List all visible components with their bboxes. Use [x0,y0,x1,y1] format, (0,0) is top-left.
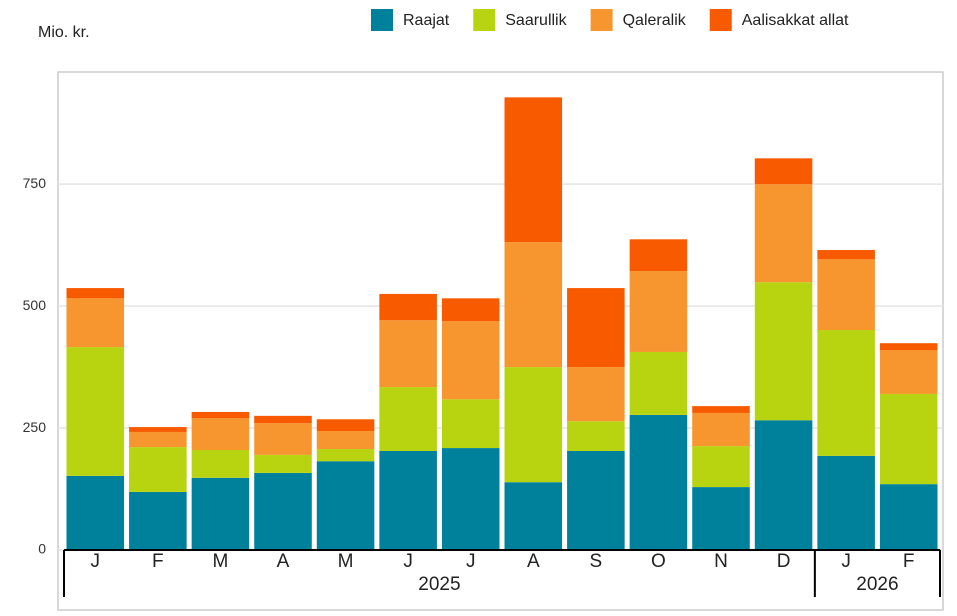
bar-segment [754,158,813,185]
bar-segment [567,288,625,368]
bar-segment [66,288,125,299]
x-tick-label: J [91,551,101,572]
legend-swatch [473,9,496,31]
bar-segment [379,293,437,321]
bar-segment [567,450,625,550]
bar-segment [754,420,813,550]
bar-segment [254,454,312,473]
bar-segment [441,321,500,400]
x-tick-label: N [714,551,728,572]
bar-segment [879,350,938,394]
bar-segment [191,477,250,550]
bar-segment [817,455,875,550]
x-tick-label: D [777,551,791,572]
x-group-label: 2026 [856,574,898,595]
bar-segment [254,415,312,424]
y-tick-label: 750 [23,175,47,191]
bar-segment [879,343,938,351]
legend-swatch [371,9,393,31]
bar-segment [567,421,625,451]
bar-segment [129,491,187,550]
x-group-label: 2025 [418,574,460,595]
bar-segment [504,97,563,243]
legend-swatch [709,9,732,31]
bar-segment [129,447,187,492]
bar-segment [316,461,375,550]
y-tick-label: 250 [23,419,47,435]
x-tick-label: J [841,551,851,572]
bar-segment [379,387,437,451]
bar-segment [129,431,187,448]
x-tick-label: O [651,551,666,572]
bar-segment [129,427,187,432]
bar-segment [754,282,813,421]
plot-frame [57,71,944,611]
bar-segment [441,448,500,550]
bar-segment [817,250,875,260]
bar-segment [817,330,875,456]
bar-segment [754,184,813,283]
bar-segment [191,418,250,451]
legend-label: Aalisakkat allat [742,12,849,29]
bar-segment [692,412,750,447]
bar-segment [66,298,125,348]
bar-segment [441,399,500,449]
bar-segment [692,487,750,550]
bar-segment [692,446,750,488]
x-tick-label: M [338,551,354,572]
y-tick-label: 500 [23,297,47,313]
bar-segment [316,430,375,450]
x-tick-label: A [527,551,540,572]
bar-segment [879,393,938,485]
bar-segment [879,484,938,550]
bar-segment [379,320,437,388]
bar-segment [254,472,312,550]
x-tick-label: J [466,551,476,572]
bar-segment [504,482,563,550]
bar-segment [817,259,875,331]
bar-segment [567,367,625,422]
x-tick-label: J [403,551,413,572]
bar-segment [379,450,437,550]
x-tick-label: S [590,551,603,572]
x-tick-label: F [152,551,164,572]
legend-label: Raajat [403,12,450,29]
bar-segment [316,449,375,462]
bar-segment [254,423,312,455]
bar-segment [191,450,250,478]
y-tick-label: 0 [38,541,46,557]
bar-segment [316,419,375,431]
bar-segment [629,271,688,352]
x-tick-label: M [213,551,229,572]
bar-segment [441,298,500,322]
legend-swatch [590,9,613,31]
legend-label: Qaleralik [623,12,687,29]
legend-label: Saarullik [505,12,567,29]
bar-segment [191,411,250,419]
bar-segment [66,347,125,476]
y-axis-label: Mio. kr. [38,24,90,41]
bar-segment [504,367,563,483]
bar-segment [66,475,125,550]
bar-segment [629,239,688,272]
x-tick-label: A [277,551,290,572]
bar-segment [629,351,688,415]
bar-segment [629,414,688,550]
x-tick-label: F [903,551,915,572]
bar-segment [504,242,563,368]
bar-segment [692,406,750,413]
